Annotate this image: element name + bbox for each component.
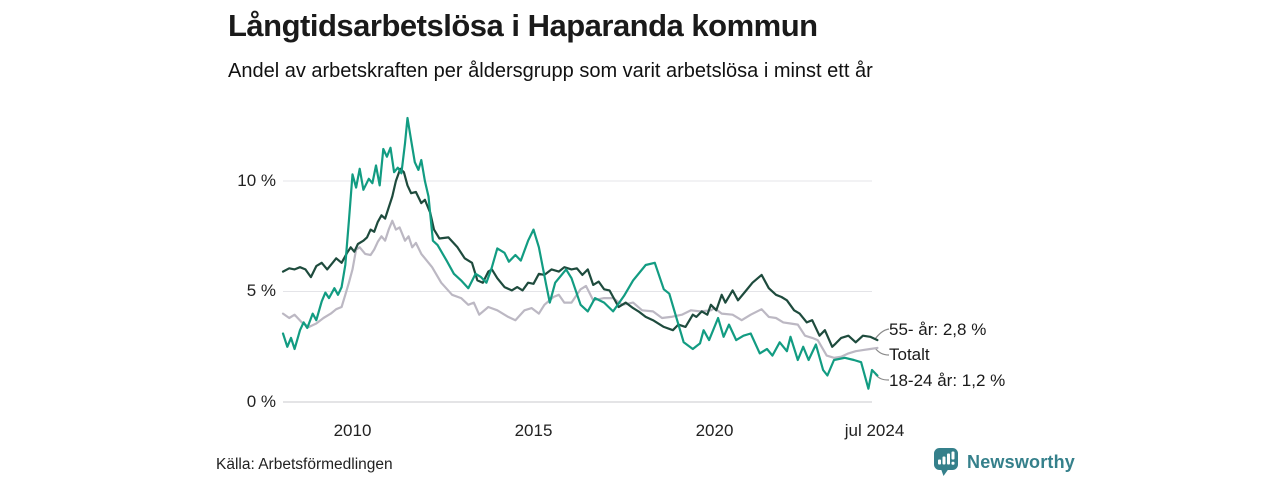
x-axis-tick-2020: 2020 xyxy=(695,421,734,440)
series-label-18-24-ar: 18-24 år: 1,2 % xyxy=(889,371,1006,390)
x-axis-tick-jul-2024: jul 2024 xyxy=(844,421,905,440)
series-line-18-24-r xyxy=(281,116,879,390)
series-line-totalt xyxy=(281,219,879,359)
y-axis-tick-0: 0 % xyxy=(246,392,276,411)
series-label-55-ar: 55- år: 2,8 % xyxy=(889,320,987,339)
x-axis-tick-2015: 2015 xyxy=(514,421,553,440)
leader-line-55-ar xyxy=(874,328,890,340)
source-note: Källa: Arbetsförmedlingen xyxy=(216,456,393,473)
y-axis-tick-5: 5 % xyxy=(246,281,276,300)
newsworthy-logo: Newsworthy xyxy=(933,447,1075,477)
page-subtitle: Andel av arbetskraften per åldersgrupp s… xyxy=(228,60,873,82)
page-title: Långtidsarbetslösa i Haparanda kommun xyxy=(228,8,818,43)
newsworthy-bubble-chart-icon xyxy=(934,448,958,476)
series-label-totalt: Totalt xyxy=(889,345,930,364)
y-axis-tick-10: 10 % xyxy=(237,171,276,190)
series-line-55-r xyxy=(281,167,879,348)
newsworthy-wordmark: Newsworthy xyxy=(967,451,1076,472)
chart-canvas xyxy=(281,116,890,403)
x-axis-tick-2010: 2010 xyxy=(333,421,372,440)
